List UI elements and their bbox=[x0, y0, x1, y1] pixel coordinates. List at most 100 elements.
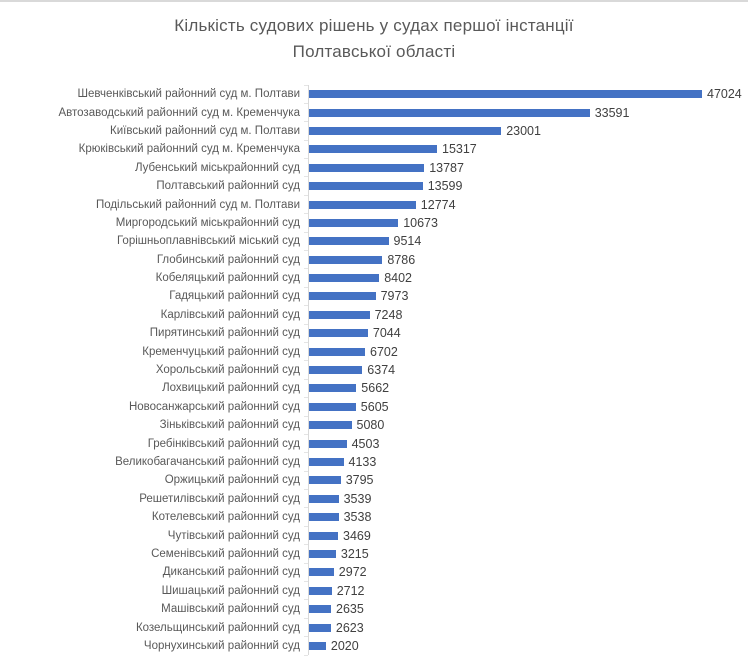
bar bbox=[309, 255, 383, 264]
bar bbox=[309, 641, 326, 650]
value-label: 8402 bbox=[384, 271, 412, 286]
category-label: Миргородський міськрайонний суд bbox=[115, 216, 300, 229]
value-label: 3469 bbox=[343, 528, 371, 543]
bar bbox=[309, 494, 339, 503]
bar bbox=[309, 421, 352, 430]
bar-track: 13599 bbox=[304, 176, 748, 197]
bar bbox=[309, 274, 380, 283]
bar-track: 12774 bbox=[304, 195, 748, 215]
value-label: 6374 bbox=[367, 363, 396, 378]
category-label: Гадяцький районний суд bbox=[169, 290, 300, 303]
bar bbox=[309, 90, 702, 99]
bar-row: Зіньківський районний суд 5080 bbox=[0, 416, 748, 436]
chart-title: Кількість судових рішень у судах першої … bbox=[0, 2, 748, 65]
bar-track: 2712 bbox=[304, 581, 748, 601]
bar-row: Пирятинський районний суд 7044 bbox=[0, 324, 748, 344]
value-label: 7044 bbox=[372, 326, 401, 341]
category-label: Київський районний суд м. Полтави bbox=[110, 124, 300, 137]
bar bbox=[309, 623, 331, 632]
category-label: Кобеляцький районний суд bbox=[155, 272, 300, 285]
bar bbox=[309, 218, 399, 227]
category-label: Машівський районний суд bbox=[161, 603, 300, 616]
bar-row: Лубенський міськрайонний суд 13787 bbox=[0, 158, 748, 178]
bar bbox=[309, 366, 363, 375]
value-label: 23001 bbox=[506, 123, 541, 138]
value-label: 13599 bbox=[427, 179, 463, 194]
bar-row: Чутівський районний суд 3469 bbox=[0, 526, 748, 546]
bar-track: 10673 bbox=[304, 213, 748, 234]
bar-row: Миргородський міськрайонний суд 10673 bbox=[0, 213, 748, 234]
plot-area: Шевченківський районний суд м. Полтави 47… bbox=[0, 84, 748, 657]
bar-row: Горішньоплавнівський міський суд 9514 bbox=[0, 232, 748, 252]
bar-row: Диканський районний суд 2972 bbox=[0, 563, 748, 583]
bar-track: 3539 bbox=[304, 489, 748, 509]
bar-track: 2020 bbox=[304, 636, 748, 657]
bar-row: Гребінківський районний суд 4503 bbox=[0, 434, 748, 454]
bar-track: 7248 bbox=[304, 305, 748, 325]
value-label: 4133 bbox=[348, 455, 377, 469]
category-label: Автозаводський районний суд м. Кременчук… bbox=[58, 106, 301, 119]
bar-row: Великобагачанський районний суд 4133 bbox=[0, 452, 748, 473]
category-label: Котелевський районний суд bbox=[151, 511, 300, 524]
value-label: 3539 bbox=[343, 491, 372, 506]
value-label: 3538 bbox=[343, 510, 372, 525]
value-label: 8786 bbox=[387, 252, 416, 267]
value-label: 3215 bbox=[340, 546, 369, 561]
bar-row: Кременчуцький районний суд 6702 bbox=[0, 342, 748, 362]
category-label: Великобагачанський районний суд bbox=[115, 456, 300, 468]
bar-row: Шишацький районний суд 2712 bbox=[0, 581, 748, 601]
bar bbox=[309, 402, 356, 411]
bar bbox=[309, 605, 331, 614]
category-label: Шишацький районний суд bbox=[161, 584, 300, 597]
bar-track: 3795 bbox=[304, 471, 748, 491]
bar bbox=[309, 163, 425, 172]
category-label: Подільський районний суд м. Полтави bbox=[95, 198, 300, 211]
value-label: 2635 bbox=[336, 602, 364, 617]
bar bbox=[309, 347, 365, 356]
bar bbox=[309, 310, 370, 319]
bar-track: 3538 bbox=[304, 507, 748, 528]
bar-track: 8402 bbox=[304, 268, 748, 289]
category-label: Полтавський районний суд bbox=[156, 180, 300, 193]
bar-row: Шевченківський районний суд м. Полтави 47… bbox=[0, 84, 748, 105]
bar-row: Чорнухинський районний суд 2020 bbox=[0, 636, 748, 657]
bar bbox=[309, 329, 368, 338]
category-label: Козельщинський районний суд bbox=[135, 621, 300, 634]
bar-row: Подільський районний суд м. Полтави 12774 bbox=[0, 195, 748, 215]
value-label: 7248 bbox=[374, 307, 403, 322]
bar bbox=[309, 568, 334, 577]
bar-row: Котелевський районний суд 3538 bbox=[0, 507, 748, 528]
category-label: Шевченківський районний суд м. Полтави bbox=[77, 88, 300, 101]
bar-track: 5605 bbox=[304, 397, 748, 417]
bar-track: 5662 bbox=[304, 379, 748, 399]
value-label: 33591 bbox=[594, 105, 630, 120]
bar bbox=[309, 182, 423, 191]
category-label: Семенівський районний суд bbox=[151, 547, 300, 560]
bar-row: Лохвицький районний суд 5662 bbox=[0, 379, 748, 399]
value-label: 2712 bbox=[336, 583, 365, 598]
bar bbox=[309, 384, 357, 393]
chart-title-line2: Полтавської області bbox=[292, 42, 456, 61]
value-label: 2623 bbox=[335, 620, 364, 635]
category-label: Горішньоплавнівський міський суд bbox=[116, 235, 300, 248]
bar-track: 6374 bbox=[304, 360, 748, 381]
chart-title-line1: Кількість судових рішень у судах першої … bbox=[174, 16, 574, 35]
bar-track: 3469 bbox=[304, 526, 748, 546]
value-label: 10673 bbox=[403, 215, 438, 230]
value-label: 13787 bbox=[429, 160, 464, 175]
category-label: Кременчуцький районний суд bbox=[142, 345, 300, 358]
category-label: Новосанжарський районний суд bbox=[128, 400, 300, 413]
bar bbox=[309, 439, 347, 448]
bar-row: Козельщинський районний суд 2623 bbox=[0, 618, 748, 638]
value-label: 2020 bbox=[330, 638, 359, 653]
value-label: 6702 bbox=[370, 344, 398, 359]
bar-row: Крюківський районний суд м. Кременчука 15… bbox=[0, 140, 748, 160]
value-label: 12774 bbox=[420, 197, 456, 212]
category-label: Лохвицький районний суд bbox=[162, 382, 300, 395]
bar-row: Новосанжарський районний суд 5605 bbox=[0, 397, 748, 417]
bar-row: Глобинський районний суд 8786 bbox=[0, 250, 748, 270]
bar-track: 33591 bbox=[304, 103, 748, 123]
bar bbox=[309, 200, 416, 209]
bar-row: Семенівський районний суд 3215 bbox=[0, 544, 748, 565]
bar-track: 47024 bbox=[304, 84, 748, 105]
